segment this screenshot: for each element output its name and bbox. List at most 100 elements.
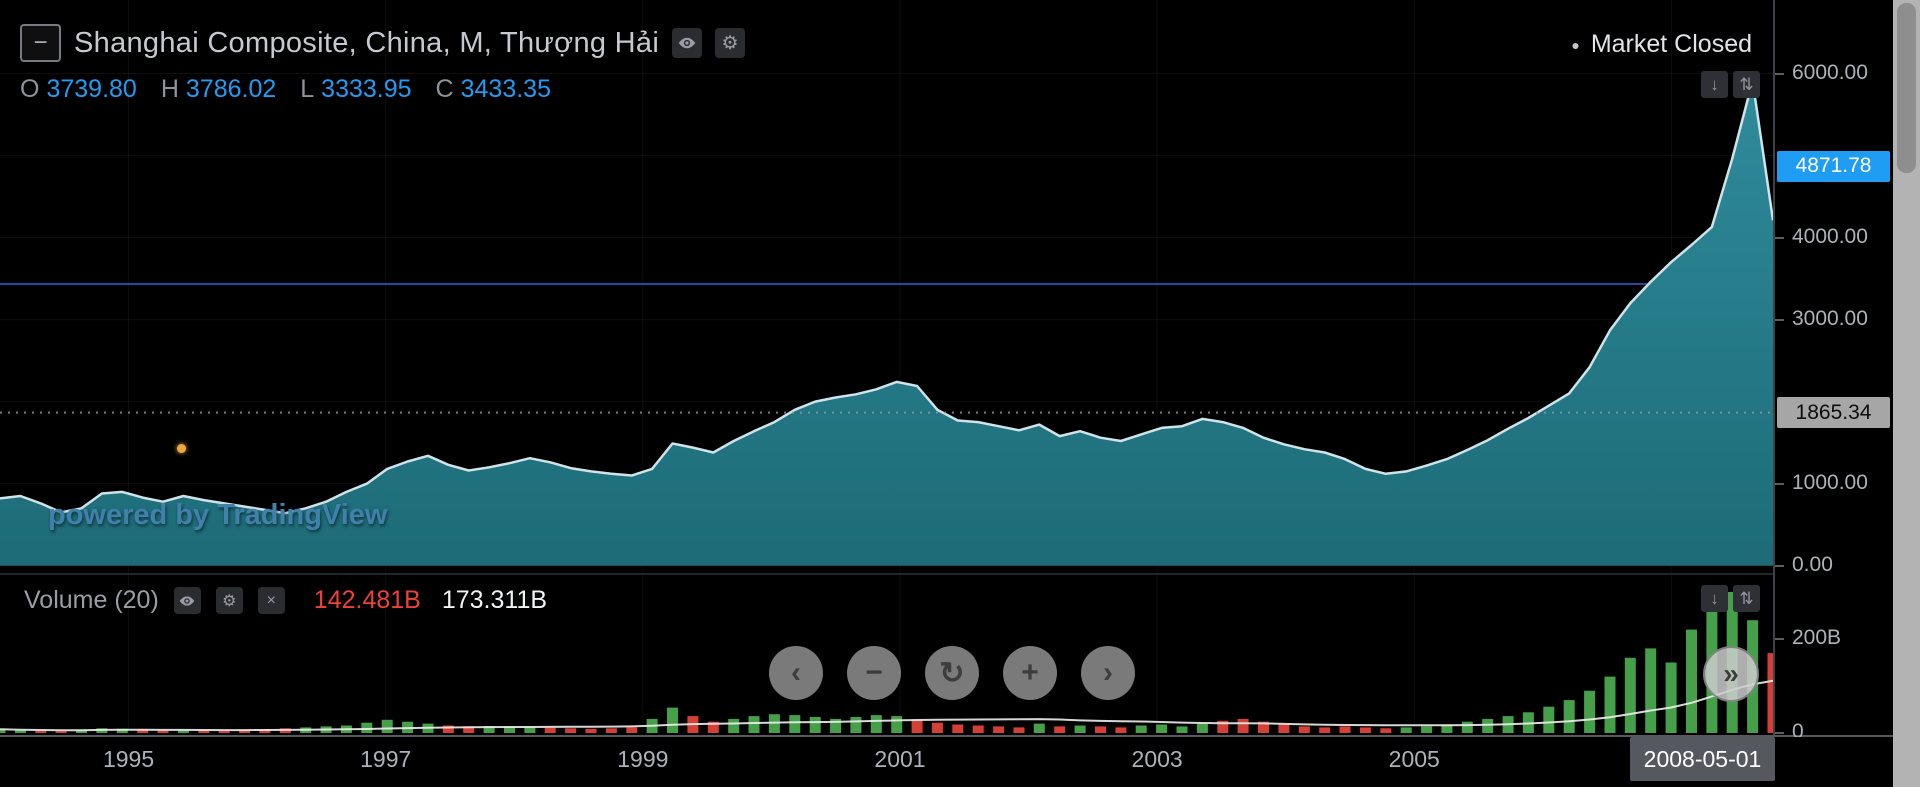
tradingview-watermark[interactable]: powered by TradingView xyxy=(48,499,388,531)
volume-bar xyxy=(1543,706,1555,733)
maximize-pane-icon[interactable]: ⇅ xyxy=(1733,71,1760,98)
close-value: 3433.35 xyxy=(460,75,551,103)
low-value: 3333.95 xyxy=(321,75,412,103)
price-tick xyxy=(1775,482,1784,485)
price-axis-label: 0.00 xyxy=(1792,552,1833,576)
volume-legend: Volume (20) ⚙ × 142.481B 173.311B xyxy=(24,586,547,615)
time-axis-label: 2005 xyxy=(1388,746,1440,772)
browser-scrollbar[interactable] xyxy=(1893,0,1920,787)
symbol-title[interactable]: Shanghai Composite, China, M, Thượng Hải xyxy=(74,26,660,59)
time-axis-label: 2003 xyxy=(1131,746,1183,772)
volume-bar xyxy=(1482,718,1494,733)
volume-tick xyxy=(1775,638,1784,640)
price-axis-label: 1000.00 xyxy=(1792,470,1868,494)
maximize-pane-icon[interactable]: ⇅ xyxy=(1733,585,1760,612)
volume-tick xyxy=(1775,732,1784,734)
volume-bar xyxy=(524,727,536,733)
volume-bar xyxy=(1686,629,1697,733)
volume-bar xyxy=(1584,690,1596,733)
chevron-right-icon: › xyxy=(1103,656,1113,689)
volume-bar xyxy=(972,725,984,733)
volume-title[interactable]: Volume (20) xyxy=(24,586,159,614)
volume-bar xyxy=(1645,648,1657,733)
volume-bar xyxy=(198,730,210,733)
price-tick xyxy=(1775,318,1784,321)
volume-bar xyxy=(1176,726,1188,733)
gear-icon[interactable]: ⚙ xyxy=(715,28,746,58)
pane-separator[interactable] xyxy=(0,573,1893,575)
volume-bar xyxy=(483,726,495,733)
volume-bar xyxy=(707,721,719,733)
scrollbar-thumb[interactable] xyxy=(1897,3,1916,173)
volume-ma-value: 142.481B xyxy=(313,586,421,614)
volume-bar xyxy=(544,727,556,733)
legend-collapse-button[interactable]: − xyxy=(20,24,61,62)
time-axis[interactable]: 2008-05-01 1995 1997 1999 2001 2003 2005 xyxy=(0,737,1893,787)
volume-bar xyxy=(1033,723,1045,733)
volume-bar xyxy=(952,724,964,733)
chevron-left-icon: ‹ xyxy=(791,656,801,689)
volume-bar xyxy=(0,729,6,733)
zoom-out-button[interactable]: − xyxy=(847,646,901,700)
price-area xyxy=(0,80,1773,566)
volume-bar xyxy=(748,716,760,733)
zoom-in-button[interactable]: + xyxy=(1003,646,1057,700)
volume-bar xyxy=(76,730,87,733)
volume-bar xyxy=(1339,726,1351,733)
grid-lines xyxy=(0,0,1773,735)
eye-icon-glyph xyxy=(179,595,195,606)
price-axis[interactable]: 4871.78 1865.34 6000.00 4000.00 3000.00 100… xyxy=(1775,0,1893,743)
volume-bar xyxy=(1421,726,1433,733)
price-tick xyxy=(1775,564,1784,567)
volume-bar xyxy=(789,715,801,733)
volume-last-value: 173.311B xyxy=(441,586,548,614)
volume-bar xyxy=(1767,653,1773,733)
plus-icon: + xyxy=(1021,656,1039,689)
time-axis-label: 2001 xyxy=(874,746,926,772)
volume-bar xyxy=(850,717,862,733)
volume-bar xyxy=(381,719,393,733)
volume-bar xyxy=(565,728,577,733)
eye-icon-glyph xyxy=(678,37,696,49)
status-dot-icon: ● xyxy=(1571,36,1580,53)
price-axis-label: 6000.00 xyxy=(1792,60,1868,84)
volume-bar xyxy=(911,719,923,733)
volume-bar xyxy=(728,718,740,733)
volume-axis-label: 0 xyxy=(1792,720,1804,743)
volume-bar xyxy=(1278,724,1290,733)
volume-bar xyxy=(218,731,230,733)
eye-icon[interactable] xyxy=(672,28,703,58)
volume-bar xyxy=(931,722,943,733)
scroll-to-latest-button[interactable]: » xyxy=(1703,646,1759,702)
volume-ma-line xyxy=(0,679,1773,732)
ohlc-row: O 3739.80 H 3786.02 L 3333.95 C 3433.35 xyxy=(20,75,745,104)
volume-bar xyxy=(585,728,597,733)
volume-gear-icon[interactable]: ⚙ xyxy=(215,587,243,614)
price-tick xyxy=(1775,72,1784,75)
scroll-down-icon[interactable]: ↓ xyxy=(1701,585,1728,612)
date-badge: 2008-05-01 xyxy=(1630,737,1775,781)
pan-left-button[interactable]: ‹ xyxy=(769,646,823,700)
volume-bar xyxy=(870,715,882,733)
high-label: H xyxy=(160,75,179,103)
pan-right-button[interactable]: › xyxy=(1081,646,1135,700)
refresh-icon: ↻ xyxy=(939,656,965,690)
scroll-down-icon[interactable]: ↓ xyxy=(1701,71,1728,98)
price-axis-label: 4000.00 xyxy=(1792,224,1868,248)
volume-bar xyxy=(1604,676,1616,733)
price-and-volume-chart[interactable] xyxy=(0,0,1773,735)
volume-bar xyxy=(1237,718,1249,733)
volume-eye-icon[interactable] xyxy=(173,587,201,614)
volume-bar xyxy=(1095,726,1106,733)
minus-icon: − xyxy=(865,656,883,689)
volume-bar xyxy=(1135,725,1147,733)
time-axis-label: 1995 xyxy=(102,746,155,772)
low-label: L xyxy=(300,75,315,103)
volume-bar xyxy=(1115,727,1127,733)
reset-zoom-button[interactable]: ↻ xyxy=(925,646,979,700)
volume-bar xyxy=(55,731,67,733)
volume-bar xyxy=(442,725,454,733)
volume-close-icon[interactable]: × xyxy=(257,587,285,614)
volume-bar xyxy=(993,726,1005,733)
volume-bar xyxy=(137,729,149,733)
